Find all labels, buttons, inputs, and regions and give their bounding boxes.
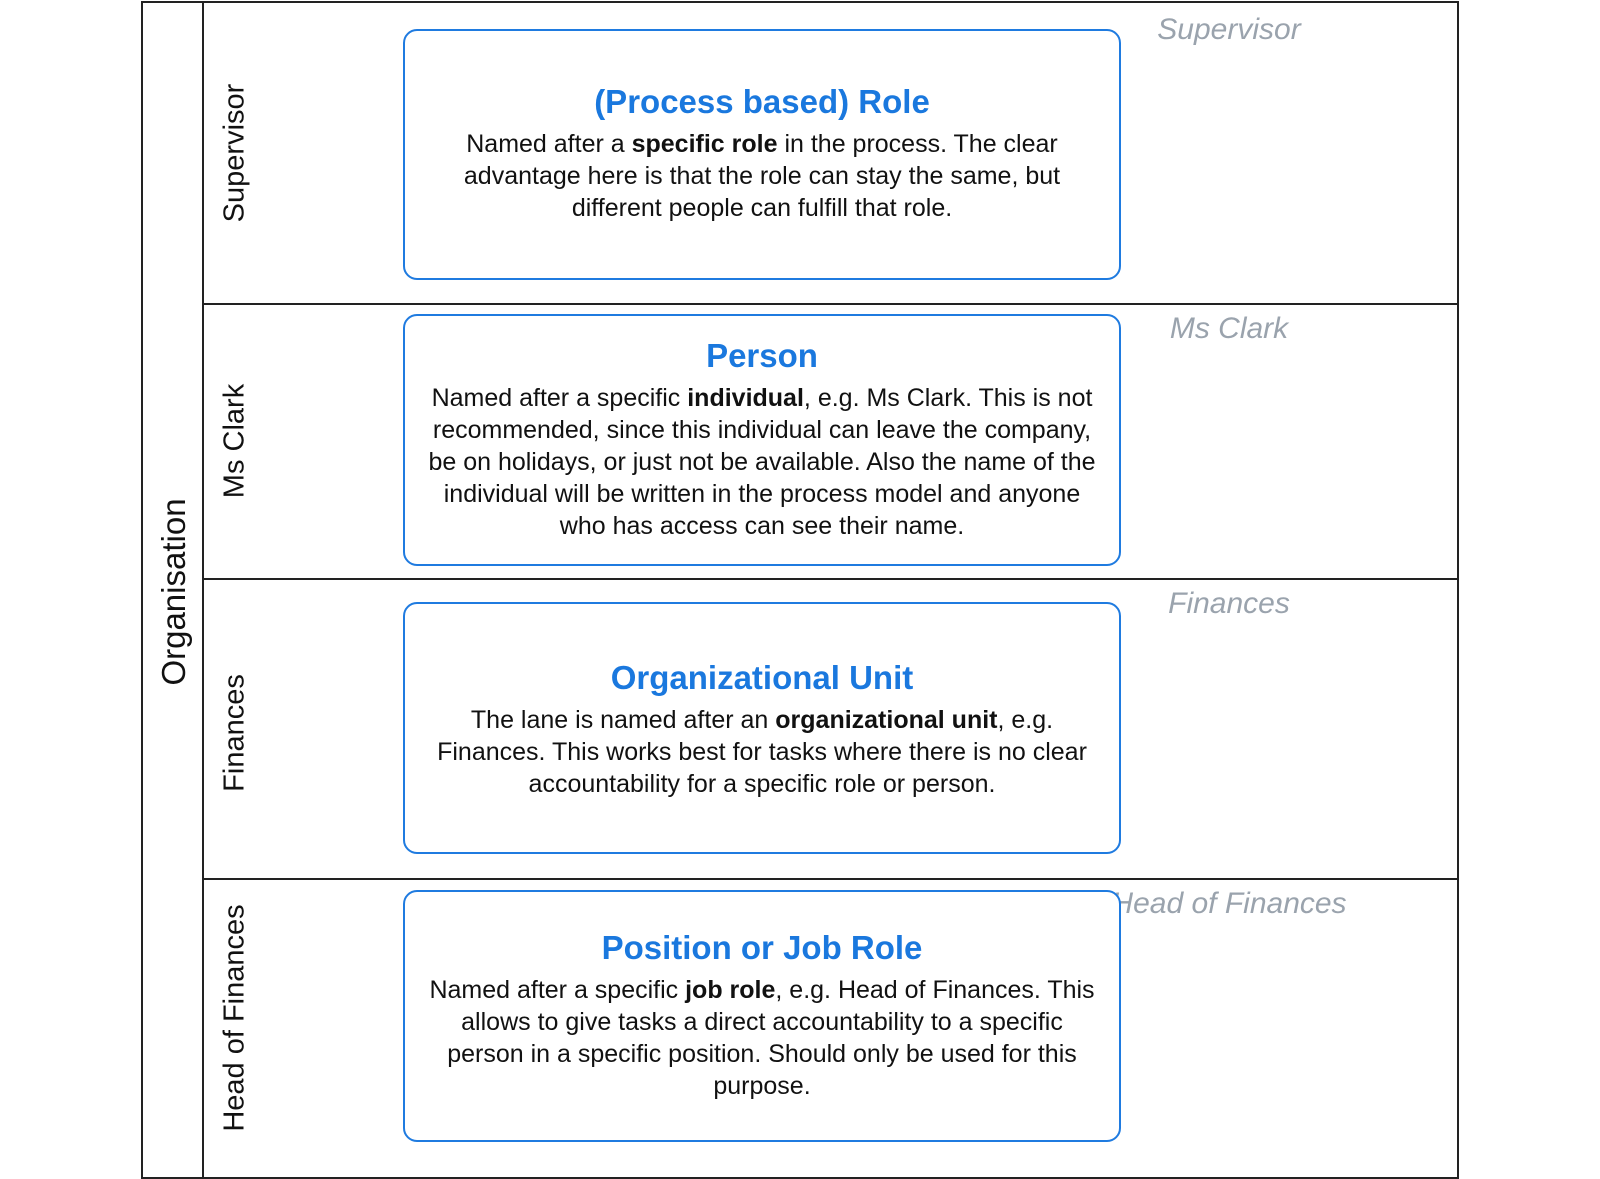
lane-label: Finances <box>218 674 251 792</box>
card-title: (Process based) Role <box>594 83 930 120</box>
card-body: Named after a specific individual, e.g. … <box>405 382 1119 542</box>
card-title: Organizational Unit <box>610 659 914 696</box>
lane-supervisor: Supervisor Supervisor (Process based) Ro… <box>204 3 1459 303</box>
card-body: Named after a specific job role, e.g. He… <box>405 974 1119 1102</box>
card-body-text: Named after a <box>466 130 632 158</box>
card-body-bold: job role <box>685 976 776 1004</box>
lane-ghost-label: Head of Finances <box>1111 887 1347 920</box>
lane-head-of-finances: Head of Finances Head of Finances Positi… <box>204 878 1459 1178</box>
lane-card: Position or Job Role Named after a speci… <box>403 890 1121 1142</box>
card-body-bold: organizational unit <box>775 706 998 734</box>
card-body-text: in the process. The clear advantage here… <box>463 130 1061 222</box>
card-body-text: Named after a specific <box>429 976 686 1004</box>
card-body-text: , e.g. Head of Finances. This allows to … <box>447 976 1095 1100</box>
lane-divider <box>204 578 1459 580</box>
lane-card: Organizational Unit The lane is named af… <box>403 602 1121 854</box>
lane-label: Head of Finances <box>218 904 251 1132</box>
lane-ghost-label: Supervisor <box>1157 13 1301 46</box>
lane-divider <box>204 878 1459 880</box>
lane-card: Person Named after a specific individual… <box>403 314 1121 566</box>
lane-card: (Process based) Role Named after a speci… <box>403 29 1121 280</box>
card-body: Named after a specific role in the proce… <box>405 128 1119 224</box>
lane-ghost-label: Ms Clark <box>1169 312 1289 345</box>
card-body-text: , e.g. Ms Clark. This is not recommended… <box>428 384 1096 540</box>
card-body-text: , e.g. Finances. This works best for tas… <box>437 706 1087 798</box>
pool-label: Organisation <box>155 498 192 686</box>
card-body-bold: individual <box>687 384 804 412</box>
card-body-text: The lane is named after an <box>470 706 776 734</box>
organisation-pool: Organisation Supervisor Supervisor (Proc… <box>141 1 1459 1179</box>
lane-finances: Finances Finances Organizational Unit Th… <box>204 578 1459 878</box>
lane-label: Supervisor <box>218 83 251 223</box>
lane-divider <box>204 303 1459 305</box>
card-title: Person <box>706 337 818 374</box>
card-body-text: Named after a specific <box>431 384 688 412</box>
card-body-bold: specific role <box>631 130 778 158</box>
lane-label: Ms Clark <box>218 383 251 499</box>
card-title: Position or Job Role <box>601 929 923 966</box>
pool-header: Organisation <box>143 3 204 1177</box>
card-body: The lane is named after an organizationa… <box>405 704 1119 800</box>
lane-ms-clark: Ms Clark Ms Clark Person Named after a s… <box>204 303 1459 578</box>
lane-ghost-label: Finances <box>1168 587 1290 620</box>
